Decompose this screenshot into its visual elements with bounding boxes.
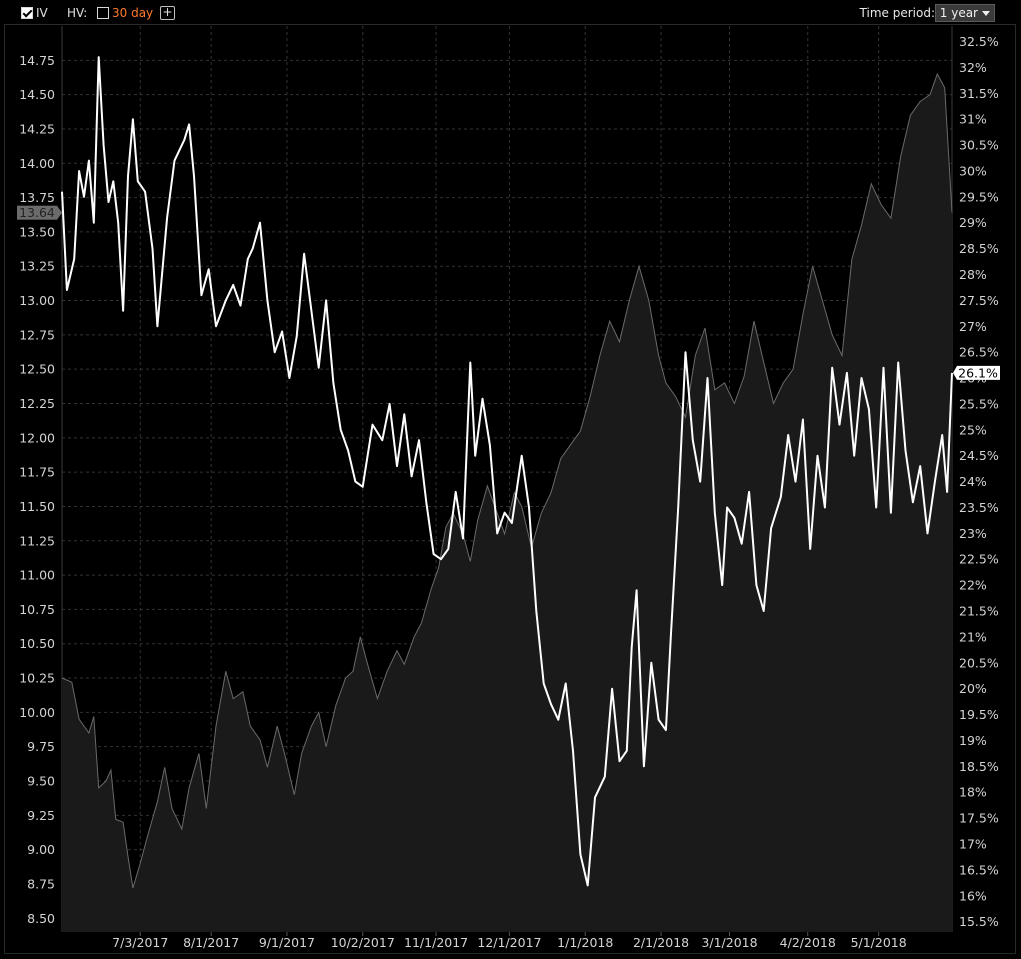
iv-line-layer: [61, 56, 953, 887]
x-tick-label: 12/1/2017: [477, 935, 541, 950]
right-tick-label: 15.5%: [959, 914, 999, 929]
left-current-badge: [17, 205, 57, 220]
right-tick-label: 16.5%: [959, 862, 999, 877]
right-tick-label: 25%: [959, 422, 987, 437]
left-tick-label: 14.75: [19, 53, 55, 68]
right-tick-label: 29%: [959, 215, 987, 230]
iv-label: IV: [36, 6, 48, 20]
right-tick-label: 23.5%: [959, 500, 999, 515]
left-tick-label: 12.25: [19, 396, 55, 411]
right-tick-label: 20.5%: [959, 655, 999, 670]
right-tick-label: 21.5%: [959, 604, 999, 619]
x-axis: 7/3/2017 8/1/2017 9/1/2017 10/2/2017 11/1/20…: [112, 932, 907, 950]
chart-frame: [4, 24, 1016, 954]
right-tick-label: 24.5%: [959, 448, 999, 463]
right-tick-label: 32%: [959, 60, 987, 75]
x-tick-label: 1/1/2018: [557, 935, 613, 950]
time-period-value: 1 year: [939, 6, 978, 20]
right-tick-label: 26.5%: [959, 345, 999, 360]
right-tick-label: 16%: [959, 888, 987, 903]
right-tick-label: 31.5%: [959, 86, 999, 101]
right-tick-label: 17%: [959, 836, 987, 851]
right-tick-label: 19%: [959, 733, 987, 748]
iv-checkbox[interactable]: [21, 7, 33, 19]
right-tick-label: 28%: [959, 267, 987, 282]
x-tick-label: 8/1/2017: [183, 935, 239, 950]
x-tick-label: 2/1/2018: [633, 935, 689, 950]
x-tick-label: 7/3/2017: [112, 935, 168, 950]
right-tick-label: 19.5%: [959, 707, 999, 722]
left-tick-label: 14.25: [19, 121, 55, 136]
left-tick-label: 11.75: [19, 465, 55, 480]
left-tick-label: 12.00: [19, 430, 55, 445]
price-area-outline: [61, 72, 953, 889]
x-tick-label: 3/1/2018: [701, 935, 757, 950]
right-axis: 32.5% 32% 31.5% 31% 30.5% 30% 29.5% 29% 28.5% 28%…: [959, 34, 999, 929]
price-area-layer: [61, 72, 953, 932]
x-tick-label: 5/1/2018: [851, 935, 907, 950]
left-tick-label: 8.50: [27, 911, 55, 926]
right-tick-label: 21%: [959, 629, 987, 644]
time-period-select[interactable]: 1 year: [934, 4, 995, 22]
right-tick-label: 18.5%: [959, 759, 999, 774]
hv-label: HV:: [67, 6, 88, 20]
left-tick-label: 12.50: [19, 362, 55, 377]
right-tick-label: 31%: [959, 112, 987, 127]
left-tick-label: 13.50: [19, 224, 55, 239]
left-tick-label: 8.75: [27, 876, 55, 891]
right-tick-label: 30%: [959, 163, 987, 178]
right-tick-label: 30.5%: [959, 138, 999, 153]
left-tick-label: 13.25: [19, 259, 55, 274]
hv-checkbox[interactable]: [97, 7, 109, 19]
right-tick-label: 22.5%: [959, 552, 999, 567]
right-tick-label: 24%: [959, 474, 987, 489]
chevron-down-icon: [982, 11, 990, 16]
left-tick-label: 9.50: [27, 774, 55, 789]
left-tick-label: 13.00: [19, 293, 55, 308]
right-tick-label: 20%: [959, 681, 987, 696]
x-tick-label: 9/1/2017: [259, 935, 315, 950]
left-current-value: 13.64: [19, 205, 55, 220]
left-tick-label: 10.25: [19, 671, 55, 686]
iv-line: [61, 56, 953, 887]
x-tick-label: 10/2/2017: [331, 935, 395, 950]
price-area-fill: [62, 74, 952, 932]
left-tick-label: 11.00: [19, 568, 55, 583]
left-tick-label: 14.50: [19, 87, 55, 102]
right-tick-label: 17.5%: [959, 811, 999, 826]
right-current-value: 26.1%: [958, 365, 998, 380]
hv-period-link[interactable]: 30 day: [112, 6, 154, 20]
left-tick-label: 9.00: [27, 842, 55, 857]
left-tick-label: 12.75: [19, 327, 55, 342]
left-current-badge-arrow: [57, 205, 62, 220]
left-tick-label: 9.75: [27, 739, 55, 754]
x-tick-label: 11/1/2017: [404, 935, 468, 950]
right-tick-label: 22%: [959, 578, 987, 593]
left-tick-label: 9.25: [27, 808, 55, 823]
x-tick-label: 4/2/2018: [780, 935, 836, 950]
right-tick-label: 29.5%: [959, 189, 999, 204]
right-tick-label: 32.5%: [959, 34, 999, 49]
left-tick-label: 14.00: [19, 156, 55, 171]
right-tick-label: 27.5%: [959, 293, 999, 308]
left-tick-label: 13.75: [19, 190, 55, 205]
left-tick-label: 10.75: [19, 602, 55, 617]
left-tick-label: 11.25: [19, 533, 55, 548]
right-tick-label: 27%: [959, 319, 987, 334]
right-current-badge: [953, 365, 1000, 380]
add-symbol-button[interactable]: +: [160, 6, 175, 20]
chart-toolbar: IV HV: 30 day + Time period: 1 year: [0, 0, 1021, 26]
right-tick-label: 23%: [959, 526, 987, 541]
left-tick-label: 11.50: [19, 499, 55, 514]
left-tick-label: 10.00: [19, 705, 55, 720]
left-axis: 14.75 14.50 14.25 14.00 13.75 13.50 13.25 13.00…: [19, 53, 55, 926]
current-value-markers: 13.64 26.1%: [17, 205, 1000, 380]
right-tick-label: 28.5%: [959, 241, 999, 256]
time-period-label: Time period:: [859, 6, 935, 20]
left-tick-label: 10.50: [19, 636, 55, 651]
right-tick-label: 18%: [959, 785, 987, 800]
right-tick-label: 25.5%: [959, 396, 999, 411]
